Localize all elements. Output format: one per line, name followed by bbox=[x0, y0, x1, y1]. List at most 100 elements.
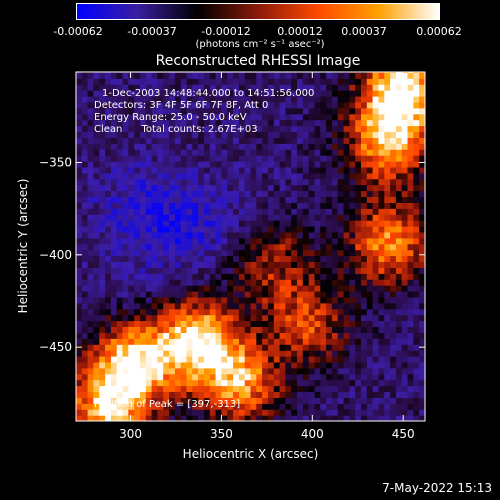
heatmap-cell bbox=[87, 243, 94, 251]
heatmap-cell bbox=[273, 267, 281, 274]
heatmap-cell bbox=[413, 101, 420, 109]
heatmap-cell bbox=[291, 320, 298, 327]
heatmap-cell bbox=[262, 379, 269, 387]
heatmap-cell bbox=[122, 72, 129, 79]
heatmap-cell bbox=[174, 149, 182, 156]
heatmap-cell bbox=[110, 184, 118, 192]
heatmap-cell bbox=[407, 231, 414, 239]
heatmap-cell bbox=[372, 291, 379, 298]
heatmap-cell bbox=[76, 314, 83, 322]
heatmap-cell bbox=[413, 279, 420, 286]
heatmap-cell bbox=[407, 208, 414, 215]
heatmap-cell bbox=[285, 385, 292, 392]
heatmap-cell bbox=[99, 113, 106, 121]
heatmap-cell bbox=[262, 373, 269, 381]
heatmap-cell bbox=[76, 285, 83, 292]
heatmap-cell bbox=[267, 367, 275, 375]
heatmap-cell bbox=[163, 391, 170, 398]
heatmap-cell bbox=[128, 84, 135, 91]
heatmap-cell bbox=[81, 96, 89, 103]
heatmap-cell bbox=[366, 267, 374, 274]
heatmap-cell bbox=[413, 338, 420, 345]
heatmap-cell bbox=[401, 113, 409, 121]
heatmap-cell bbox=[285, 308, 292, 316]
heatmap-cell bbox=[372, 356, 379, 363]
heatmap-cell bbox=[233, 166, 240, 174]
heatmap-cell bbox=[326, 338, 333, 345]
heatmap-cell bbox=[93, 155, 100, 162]
heatmap-cell bbox=[425, 250, 431, 257]
heatmap-cell bbox=[140, 137, 147, 144]
heatmap-cell bbox=[337, 161, 345, 168]
heatmap-cell bbox=[157, 285, 164, 292]
heatmap-cell bbox=[227, 214, 234, 221]
heatmap-cell bbox=[343, 296, 350, 304]
heatmap-cell bbox=[337, 379, 345, 387]
heatmap-cell bbox=[233, 415, 240, 421]
heatmap-cell bbox=[105, 261, 112, 268]
heatmap-cell bbox=[174, 261, 182, 268]
heatmap-cell bbox=[419, 190, 425, 197]
heatmap-cell bbox=[128, 202, 135, 209]
heatmap-cell bbox=[116, 178, 124, 186]
heatmap-cell bbox=[343, 273, 350, 280]
heatmap-cell bbox=[256, 367, 263, 375]
heatmap-cell bbox=[308, 196, 316, 203]
heatmap-cell bbox=[395, 314, 403, 322]
heatmap-cell bbox=[250, 119, 257, 127]
heatmap-cell bbox=[151, 332, 158, 339]
heatmap-cell bbox=[204, 267, 211, 274]
heatmap-cell bbox=[337, 403, 345, 410]
heatmap-cell bbox=[233, 149, 240, 156]
heatmap-cell bbox=[163, 350, 170, 357]
heatmap-cell bbox=[262, 361, 269, 369]
heatmap-cell bbox=[297, 107, 304, 115]
heatmap-cell bbox=[238, 231, 246, 239]
heatmap-cell bbox=[279, 308, 286, 316]
heatmap-cell bbox=[186, 72, 193, 79]
heatmap-cell bbox=[308, 208, 316, 215]
heatmap-cell bbox=[87, 267, 94, 274]
heatmap-cell bbox=[320, 350, 327, 357]
heatmap-cell bbox=[192, 361, 199, 369]
heatmap-cell bbox=[297, 302, 304, 310]
heatmap-cell bbox=[372, 361, 379, 369]
heatmap-cell bbox=[361, 172, 368, 180]
heatmap-cell bbox=[349, 273, 356, 280]
heatmap-cell bbox=[401, 261, 409, 268]
heatmap-cell bbox=[366, 403, 374, 410]
heatmap-cell bbox=[355, 237, 362, 245]
heatmap-cell bbox=[407, 326, 414, 333]
heatmap-cell bbox=[157, 243, 164, 251]
heatmap-cell bbox=[273, 125, 281, 133]
heatmap-cell bbox=[204, 137, 211, 144]
heatmap-cell bbox=[366, 361, 374, 369]
heatmap-cell bbox=[326, 184, 333, 192]
heatmap-cell bbox=[331, 403, 339, 410]
heatmap-cell bbox=[198, 285, 205, 292]
heatmap-cell bbox=[413, 220, 420, 227]
heatmap-cell bbox=[174, 119, 182, 127]
heatmap-cell bbox=[244, 415, 252, 421]
heatmap-cell bbox=[122, 172, 129, 180]
heatmap-cell bbox=[326, 237, 333, 245]
heatmap-cell bbox=[76, 84, 83, 91]
heatmap-cell bbox=[169, 184, 176, 192]
heatmap-cell bbox=[395, 379, 403, 387]
heatmap-cell bbox=[279, 379, 286, 387]
heatmap-cell bbox=[256, 326, 263, 333]
heatmap-cell bbox=[221, 166, 228, 174]
heatmap-cell bbox=[401, 285, 409, 292]
heatmap-cell bbox=[110, 249, 118, 257]
heatmap-cell bbox=[134, 391, 141, 398]
heatmap-cell bbox=[378, 243, 385, 251]
heatmap-cell bbox=[256, 78, 263, 85]
heatmap-cell bbox=[320, 255, 327, 262]
heatmap-cell bbox=[279, 231, 286, 239]
heatmap-cell bbox=[361, 397, 368, 404]
heatmap-cell bbox=[93, 314, 100, 322]
heatmap-cell bbox=[145, 172, 153, 180]
heatmap-cell bbox=[209, 273, 217, 280]
heatmap-cell bbox=[87, 101, 94, 109]
heatmap-cell bbox=[81, 119, 89, 127]
